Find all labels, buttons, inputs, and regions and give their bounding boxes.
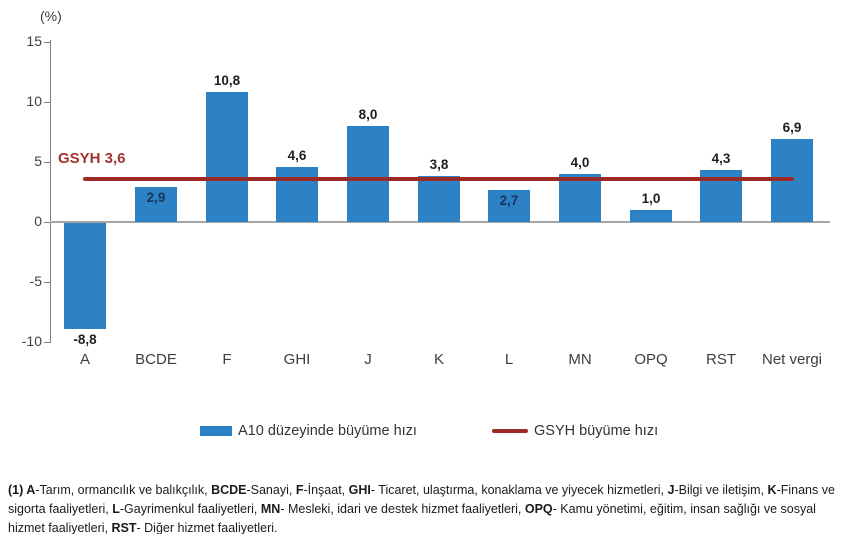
- y-tick-mark: [44, 342, 50, 343]
- x-axis-baseline: [50, 221, 830, 223]
- bar-value-label: 4,6: [287, 148, 307, 163]
- legend-item-a10: A10 düzeyinde büyüme hızı: [200, 423, 417, 439]
- bar-L: [488, 190, 530, 222]
- bar-MN: [559, 174, 601, 222]
- y-tick-mark: [44, 222, 50, 223]
- bar-F: [206, 92, 248, 222]
- bar-value-label: 1,0: [641, 191, 661, 206]
- bar-value-label: 4,3: [711, 151, 731, 166]
- bar-value-label: 10,8: [213, 73, 241, 88]
- x-category-label-J: J: [364, 351, 372, 368]
- legend-line-swatch-icon: [492, 429, 528, 433]
- x-category-label-L: L: [504, 351, 514, 368]
- x-category-label-BCDE: BCDE: [135, 351, 177, 368]
- x-category-label-A: A: [79, 351, 90, 368]
- y-tick-label: 10: [26, 93, 42, 109]
- x-category-label-GHI: GHI: [283, 351, 311, 368]
- bar-GHI: [276, 167, 318, 222]
- x-category-label-K: K: [433, 351, 444, 368]
- bar-value-label: 3,8: [429, 157, 449, 172]
- bar-value-label: 2,7: [499, 193, 519, 208]
- bar-A: [64, 223, 106, 329]
- legend-label-a10: A10 düzeyinde büyüme hızı: [238, 423, 417, 439]
- bar-BCDE: [135, 187, 177, 222]
- y-tick-label: 5: [34, 153, 42, 169]
- x-category-label-OPQ: OPQ: [634, 351, 668, 368]
- x-category-label-F: F: [222, 351, 232, 368]
- y-tick-label: -10: [21, 333, 42, 349]
- y-tick-label: -5: [29, 273, 42, 289]
- y-tick-mark: [44, 42, 50, 43]
- x-category-label-MN: MN: [568, 351, 592, 368]
- gsyh-annotation: GSYH 3,6: [58, 150, 126, 167]
- y-axis-line: [50, 40, 51, 343]
- legend-bar-swatch-icon: [200, 426, 232, 436]
- bar-J: [347, 126, 389, 222]
- footnote: (1) A-Tarım, ormancılık ve balıkçılık, B…: [8, 483, 835, 534]
- x-category-label-Net vergi: Net vergi: [761, 351, 823, 368]
- bar-value-label: 4,0: [570, 155, 590, 170]
- bar-value-label: 2,9: [146, 190, 166, 205]
- bar-value-label: -8,8: [73, 332, 97, 347]
- gsyh-reference-line: [83, 177, 794, 181]
- y-tick-mark: [44, 282, 50, 283]
- y-tick-mark: [44, 162, 50, 163]
- y-tick-label: 0: [34, 213, 42, 229]
- legend-item-gsyh: GSYH büyüme hızı: [492, 423, 658, 439]
- y-tick-label: 15: [26, 33, 42, 49]
- bar-K: [418, 176, 460, 222]
- y-tick-mark: [44, 102, 50, 103]
- bar-value-label: 6,9: [782, 120, 802, 135]
- x-category-label-RST: RST: [706, 351, 736, 368]
- legend-label-gsyh: GSYH büyüme hızı: [534, 423, 659, 439]
- bar-OPQ: [630, 210, 672, 222]
- bar-value-label: 8,0: [358, 107, 378, 122]
- y-axis-unit-label: (%): [40, 8, 62, 24]
